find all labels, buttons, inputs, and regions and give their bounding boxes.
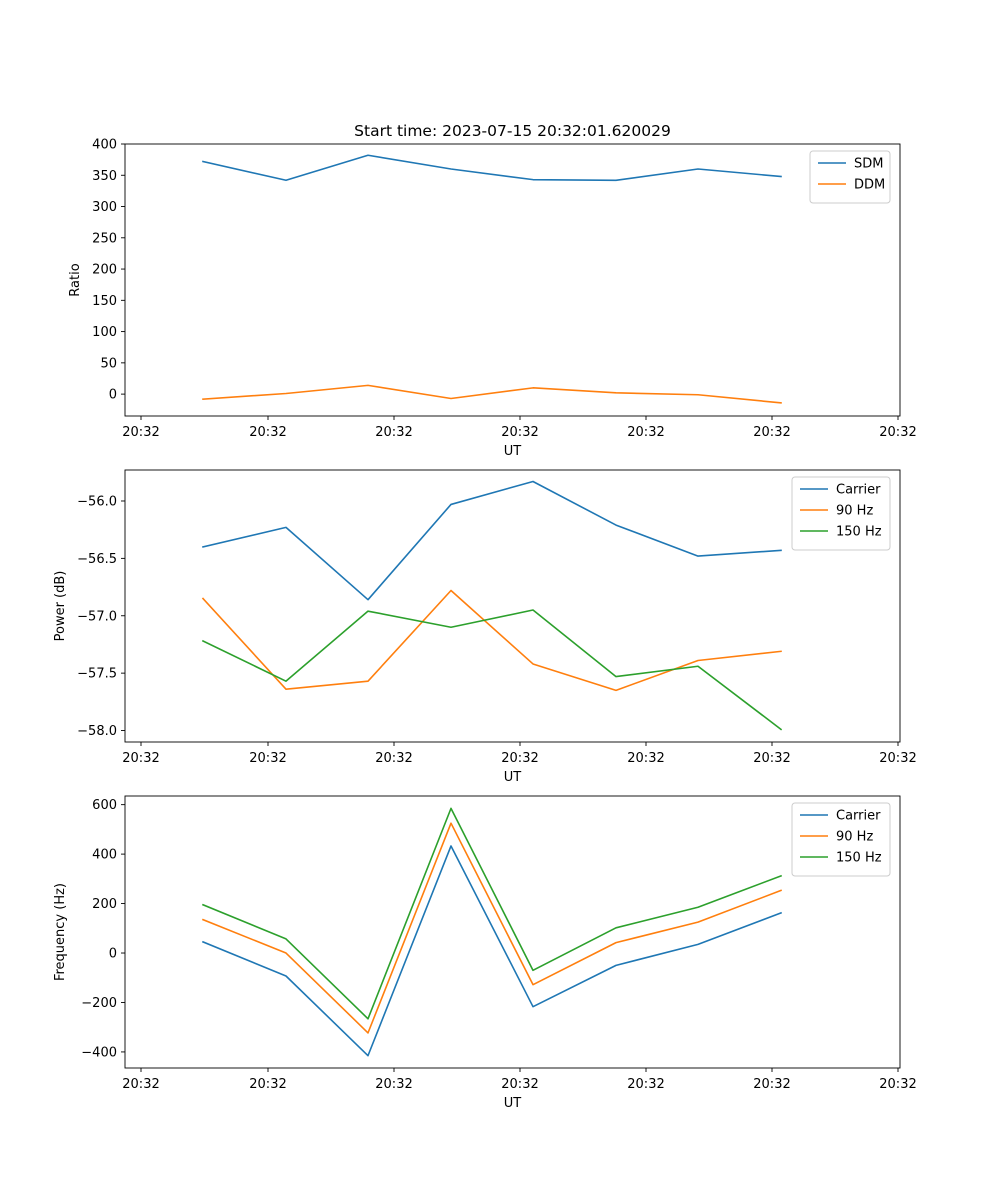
y-tick-label: 350 [92, 169, 117, 184]
series-line-ddm [202, 384, 782, 404]
legend: Carrier 90 Hz 150 Hz [791, 476, 891, 551]
x-tick-label: 20:32 [879, 425, 916, 440]
y-tick-label: −57.0 [77, 609, 117, 624]
x-tick-label: 20:32 [753, 751, 790, 766]
x-tick-label: 20:32 [501, 751, 538, 766]
series-line-carrier [202, 480, 782, 601]
y-tick-label: −56.0 [77, 494, 117, 509]
y-axis-label: Ratio [68, 263, 83, 296]
y-tick-label: 400 [92, 138, 117, 153]
y-tick-label: 200 [92, 897, 117, 912]
y-tick-label: 150 [92, 294, 117, 309]
y-tick-label: 400 [92, 848, 117, 863]
legend: Carrier 90 Hz 150 Hz [791, 802, 891, 877]
y-axis-label: Power (dB) [53, 571, 68, 642]
chart-title: Start time: 2023-07-15 20:32:01.620029 [354, 122, 671, 140]
legend-box [809, 150, 891, 204]
chart-panel-1: Start time: 2023-07-15 20:32:01.620029 0 5… [68, 122, 917, 459]
axes-frame [124, 795, 901, 1069]
y-tick-label: −400 [81, 1045, 117, 1060]
x-tick-label: 20:32 [753, 425, 790, 440]
legend-label: 90 Hz [836, 830, 873, 845]
legend-label: 150 Hz [836, 851, 882, 866]
x-axis-label: UT [504, 444, 522, 459]
chart-panel-2: −58.0 −57.5 −57.0 −56.5 −56.0 20:32 20:32 20:32… [53, 469, 917, 785]
x-tick-label: 20:32 [879, 751, 916, 766]
series-line-90-hz [201, 822, 783, 1034]
x-tick-label: 20:32 [375, 425, 412, 440]
y-tick-label: −57.5 [77, 667, 117, 682]
series-line-sdm [202, 154, 782, 182]
x-tick-label: 20:32 [249, 1077, 286, 1092]
x-tick-label: 20:32 [879, 1077, 916, 1092]
x-tick-label: 20:32 [627, 751, 664, 766]
y-tick-label: 0 [109, 388, 117, 403]
legend-label: Carrier [836, 809, 881, 824]
y-tick-label: 100 [92, 325, 117, 340]
x-axis-label: UT [504, 1096, 522, 1111]
axes-frame [124, 143, 901, 417]
x-tick-label: 20:32 [375, 751, 412, 766]
y-tick-label: 300 [92, 200, 117, 215]
axes-frame [124, 469, 901, 743]
legend-label: 150 Hz [836, 525, 882, 540]
legend: SDM DDM [809, 150, 891, 204]
x-tick-label: 20:32 [501, 425, 538, 440]
y-tick-label: −200 [81, 996, 117, 1011]
legend-label: Carrier [836, 483, 881, 498]
x-tick-label: 20:32 [375, 1077, 412, 1092]
y-tick-label: 0 [109, 947, 117, 962]
x-tick-label: 20:32 [501, 1077, 538, 1092]
y-tick-label: 50 [100, 356, 117, 371]
y-tick-label: 200 [92, 263, 117, 278]
y-tick-label: 600 [92, 798, 117, 813]
x-tick-label: 20:32 [627, 425, 664, 440]
series-line-carrier [201, 845, 783, 1057]
y-tick-label: −58.0 [77, 724, 117, 739]
x-tick-label: 20:32 [122, 1077, 159, 1092]
x-axis-label: UT [504, 770, 522, 785]
y-axis-label: Frequency (Hz) [53, 883, 68, 981]
y-tick-label: 250 [92, 231, 117, 246]
x-tick-label: 20:32 [249, 751, 286, 766]
legend-label: DDM [854, 178, 885, 193]
y-tick-label: −56.5 [77, 552, 117, 567]
x-tick-label: 20:32 [122, 425, 159, 440]
series-line-90-hz [201, 589, 782, 692]
legend-label: SDM [854, 157, 883, 172]
x-tick-label: 20:32 [753, 1077, 790, 1092]
x-tick-label: 20:32 [122, 751, 159, 766]
series-line-150-hz [201, 609, 783, 731]
series-line-150-hz [201, 807, 783, 1020]
chart-panel-3: −400 −200 0 200 400 600 20:32 20:32 20:32 20:32 20… [53, 795, 917, 1111]
legend-label: 90 Hz [836, 504, 873, 519]
x-tick-label: 20:32 [627, 1077, 664, 1092]
x-tick-label: 20:32 [249, 425, 286, 440]
